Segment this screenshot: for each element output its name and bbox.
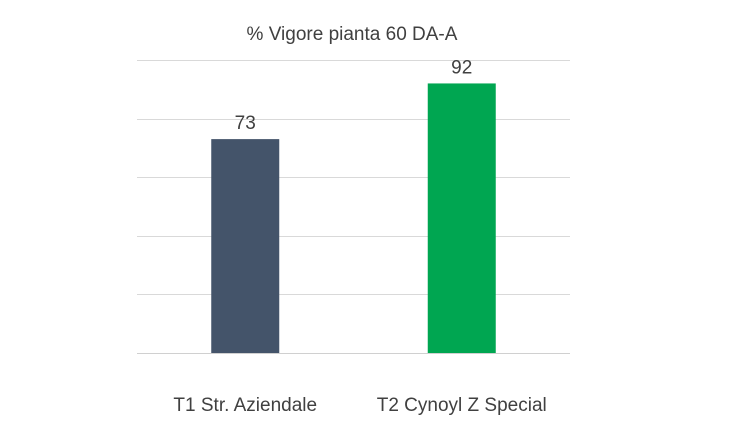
bar-2 [427,83,496,353]
data-labels: 73 92 [235,57,473,134]
gridlines [137,60,570,354]
data-label-2: 92 [451,57,472,78]
chart-title: % Vigore pianta 60 DA-A [247,24,458,45]
bar-1 [211,139,280,353]
category-label-2: T2 Cynoyl Z Special [377,395,547,416]
category-label-1: T1 Str. Aziendale [173,395,317,416]
bars [211,83,496,353]
data-label-1: 73 [235,113,256,134]
category-labels: T1 Str. Aziendale T2 Cynoyl Z Special [173,395,546,416]
